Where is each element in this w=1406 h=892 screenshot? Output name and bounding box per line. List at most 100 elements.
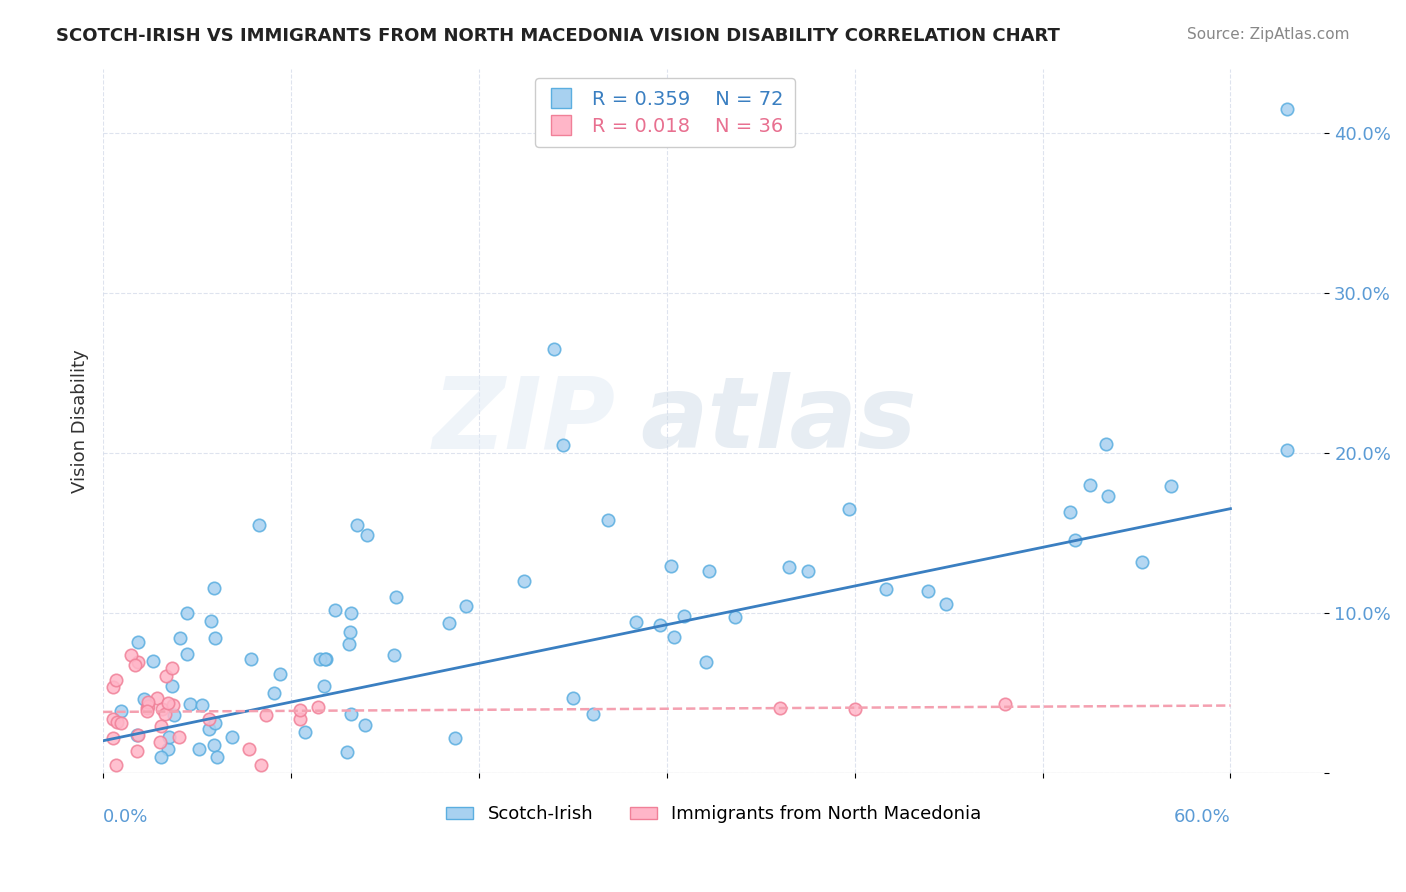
Point (238, 742, 260, 756)
Point (204, 631, 226, 645)
Point (356, 527, 378, 541)
Point (105, 757, 128, 772)
Point (844, 702, 866, 716)
Point (202, 581, 225, 595)
Point (323, 603, 346, 617)
Point (142, 654, 165, 668)
Point (101, 712, 124, 726)
Text: ZIP: ZIP (433, 372, 616, 469)
Point (288, 703, 311, 717)
Point (187, 742, 209, 756)
Point (160, 679, 183, 693)
Point (136, 704, 159, 718)
Point (162, 698, 184, 712)
Point (254, 707, 277, 722)
Point (437, 616, 460, 631)
Point (124, 658, 146, 673)
Point (596, 513, 619, 527)
Point (1078, 478, 1101, 492)
Text: atlas: atlas (641, 372, 917, 469)
Point (994, 697, 1017, 711)
Point (163, 707, 186, 722)
Point (134, 691, 156, 706)
Point (553, 437, 575, 451)
Point (153, 707, 176, 722)
Point (204, 716, 226, 731)
Point (198, 712, 221, 726)
Point (127, 728, 149, 742)
Point (294, 724, 316, 739)
Point (127, 655, 149, 669)
Point (1275, 102, 1298, 116)
Point (127, 744, 149, 758)
Point (205, 749, 228, 764)
Legend: Scotch-Irish, Immigrants from North Macedonia: Scotch-Irish, Immigrants from North Mace… (436, 795, 993, 834)
Point (110, 705, 132, 719)
Point (105, 714, 128, 729)
Point (1275, 443, 1298, 458)
Point (562, 690, 585, 705)
Point (221, 730, 243, 744)
Point (838, 502, 860, 516)
Point (160, 661, 183, 675)
Point (157, 730, 180, 744)
Point (672, 608, 695, 623)
Point (149, 749, 172, 764)
Point (1095, 436, 1118, 450)
Point (169, 632, 191, 646)
Text: 60.0%: 60.0% (1174, 808, 1230, 826)
Point (308, 652, 330, 666)
Point (176, 647, 198, 661)
Point (179, 697, 201, 711)
Point (662, 630, 685, 644)
Point (269, 667, 291, 681)
Point (650, 617, 672, 632)
Point (695, 655, 717, 669)
Point (456, 599, 478, 614)
Point (1130, 555, 1153, 569)
Point (127, 635, 149, 649)
Point (353, 718, 375, 732)
Point (239, 651, 262, 665)
Point (127, 727, 149, 741)
Point (312, 679, 335, 693)
Point (247, 517, 270, 532)
Point (314, 651, 336, 665)
Point (156, 742, 179, 756)
Point (340, 606, 363, 620)
Point (543, 342, 565, 356)
Text: SCOTCH-IRISH VS IMMIGRANTS FROM NORTH MACEDONIA VISION DISABILITY CORRELATION CH: SCOTCH-IRISH VS IMMIGRANTS FROM NORTH MA… (56, 27, 1060, 45)
Point (339, 707, 361, 722)
Point (1160, 479, 1182, 493)
Text: Source: ZipAtlas.com: Source: ZipAtlas.com (1187, 27, 1350, 42)
Point (624, 615, 647, 630)
Point (250, 757, 273, 772)
Point (724, 610, 747, 624)
Point (200, 614, 222, 628)
Point (198, 722, 221, 736)
Y-axis label: Vision Disability: Vision Disability (72, 349, 89, 492)
Point (150, 702, 173, 716)
Point (1097, 489, 1119, 503)
Point (382, 648, 405, 663)
Point (290, 712, 312, 726)
Point (149, 735, 172, 749)
Point (697, 564, 720, 578)
Point (202, 739, 225, 753)
Point (315, 652, 337, 666)
Point (444, 731, 467, 745)
Point (768, 700, 790, 714)
Point (582, 707, 605, 722)
Point (384, 591, 406, 605)
Point (104, 673, 127, 688)
Point (346, 517, 368, 532)
Point (169, 730, 191, 744)
Point (176, 606, 198, 620)
Point (145, 691, 167, 706)
Point (136, 695, 159, 709)
Point (797, 564, 820, 578)
Point (1059, 505, 1081, 519)
Point (149, 719, 172, 733)
Point (110, 716, 132, 731)
Point (659, 559, 682, 574)
